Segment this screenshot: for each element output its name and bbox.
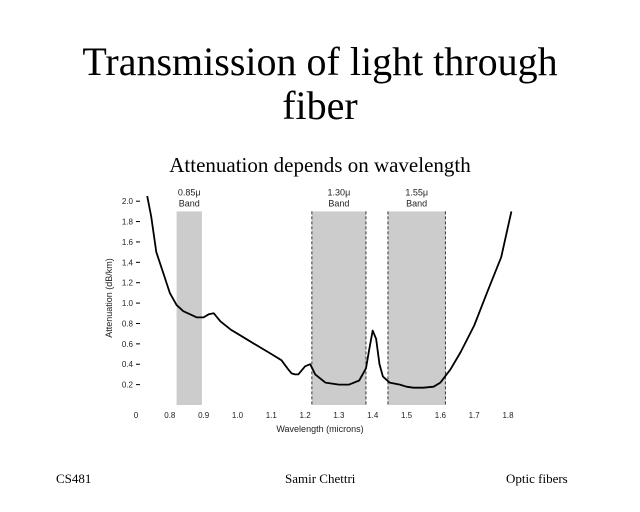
slide-title-line-2: fiber [282, 83, 358, 128]
band-regions [176, 211, 446, 405]
x-tick-label-12: 1.8 [502, 411, 514, 420]
x-tick-label-1: 0 [134, 411, 139, 420]
band-region-3 [387, 211, 446, 405]
footer-course: CS481 [56, 471, 92, 486]
band-label-line1-3: 1.55μ [405, 187, 428, 197]
y-tick-label-1: 0.2 [122, 381, 134, 390]
band-label-line1-2: 1.30μ [328, 187, 351, 197]
y-tick-label-7: 1.4 [122, 258, 134, 267]
x-tick-label-3: 0.9 [198, 411, 210, 420]
footer-author: Samir Chettri [285, 471, 356, 486]
x-axis-label: Wavelength (microns) [276, 424, 363, 434]
chart-labels: 0.85μBand1.30μBand1.55μBand0.20.40.60.81… [104, 187, 514, 434]
x-tick-label-7: 1.3 [333, 411, 345, 420]
y-tick-label-9: 1.8 [122, 218, 134, 227]
band-label-line2-1: Band [179, 198, 200, 208]
series-line-1 [146, 195, 513, 389]
band-region-2 [311, 211, 366, 405]
band-label-line2-2: Band [328, 198, 349, 208]
x-tick-label-2: 0.8 [164, 411, 176, 420]
chart-series [146, 195, 513, 389]
footer-topic: Optic fibers [506, 471, 568, 486]
y-tick-label-4: 0.8 [122, 319, 134, 328]
slide-subtitle: Attenuation depends on wavelength [169, 153, 471, 177]
slide-title: Transmission of light through fiber [0, 40, 640, 128]
y-tick-label-2: 0.4 [122, 360, 134, 369]
x-tick-label-11: 1.7 [469, 411, 481, 420]
chart-axes [136, 200, 140, 386]
x-tick-label-10: 1.6 [435, 411, 447, 420]
y-axis-label: Attenuation (dB/km) [104, 258, 114, 338]
x-tick-label-8: 1.4 [367, 411, 379, 420]
x-tick-label-4: 1.0 [232, 411, 244, 420]
slide-title-line-1: Transmission of light through [82, 39, 558, 84]
y-tick-label-5: 1.0 [122, 299, 134, 308]
y-tick-label-3: 0.6 [122, 340, 134, 349]
x-tick-label-5: 1.1 [266, 411, 278, 420]
band-label-line2-3: Band [406, 198, 427, 208]
y-tick-label-6: 1.2 [122, 279, 134, 288]
x-tick-label-9: 1.5 [401, 411, 413, 420]
band-label-line1-1: 0.85μ [178, 187, 201, 197]
x-tick-label-6: 1.2 [300, 411, 312, 420]
y-tick-label-8: 1.6 [122, 238, 134, 247]
y-tick-label-10: 2.0 [122, 197, 134, 206]
